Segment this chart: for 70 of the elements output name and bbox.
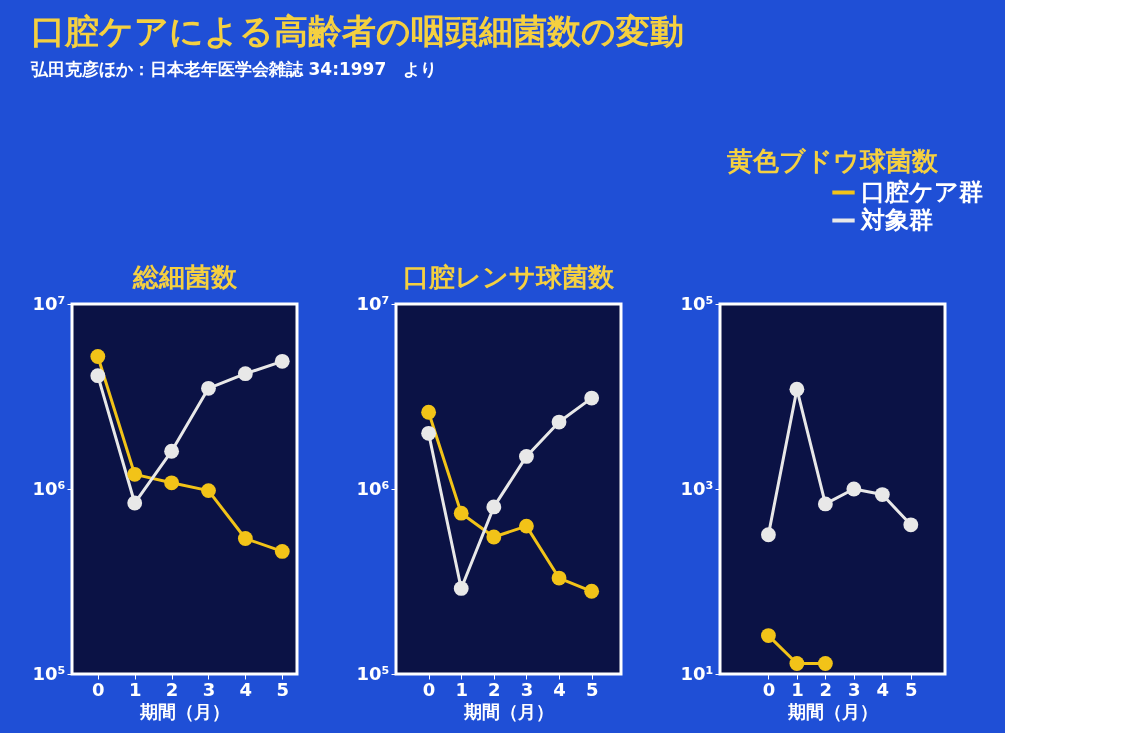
point	[127, 466, 143, 482]
x-tick-label: 3	[202, 678, 216, 700]
x-axis-title: 期間（月）	[787, 700, 878, 722]
chart-title: 黄色ブドウ球菌数	[726, 146, 939, 176]
point	[453, 505, 469, 521]
point	[421, 404, 437, 420]
point	[237, 531, 253, 546]
legend-label: 対象群	[860, 205, 933, 234]
x-tick-label: 3	[520, 678, 534, 700]
legend-label: 口腔ケア群	[861, 177, 983, 206]
point	[453, 581, 469, 596]
point	[274, 543, 290, 559]
x-axis-title: 期間（月）	[139, 700, 230, 722]
x-tick-label: 4	[876, 678, 890, 700]
point	[551, 570, 567, 586]
x-tick-label: 5	[585, 678, 599, 700]
point	[874, 487, 890, 502]
chart-title: 口腔レンサ球菌数	[403, 262, 615, 292]
y-tick-label: 10⁶	[356, 477, 390, 499]
point	[90, 368, 106, 384]
x-tick-label: 2	[488, 678, 501, 700]
point	[486, 499, 502, 515]
point	[903, 517, 919, 533]
point	[164, 443, 180, 459]
point	[421, 425, 437, 441]
point	[817, 656, 833, 671]
point	[761, 527, 776, 543]
x-tick-label: 1	[128, 678, 142, 700]
x-tick-label: 0	[762, 678, 776, 700]
point	[127, 495, 143, 511]
x-tick-label: 2	[165, 678, 179, 700]
x-axis-title: 期間（月）	[463, 700, 554, 722]
point	[789, 381, 805, 397]
point	[164, 475, 180, 491]
x-tick-label: 1	[791, 678, 804, 700]
point	[846, 481, 862, 497]
point	[201, 380, 216, 396]
x-tick-label: 0	[92, 678, 105, 700]
point	[789, 656, 805, 671]
point	[201, 483, 216, 499]
y-tick-label: 10⁵	[680, 292, 714, 314]
text: 弘田克彦ほか：日本老年医学会雑誌 34:1997 より	[29, 58, 438, 79]
x-tick-label: 4	[239, 678, 253, 700]
point	[274, 353, 290, 369]
x-tick-label: 5	[276, 678, 290, 700]
chart-title: 総細菌数	[131, 262, 238, 292]
point	[551, 414, 567, 430]
point	[761, 628, 776, 644]
x-tick-label: 1	[455, 678, 468, 700]
x-tick-label: 4	[553, 678, 566, 700]
point	[486, 529, 502, 545]
y-tick-label: 10⁵	[356, 662, 390, 684]
y-tick-label: 10⁵	[32, 662, 66, 684]
x-tick-label: 2	[819, 678, 833, 700]
y-tick-label: 10⁷	[32, 292, 66, 314]
y-tick-label: 10³	[680, 477, 714, 499]
point	[519, 518, 534, 534]
point	[584, 583, 600, 599]
y-tick-label: 10⁷	[356, 292, 390, 314]
point	[237, 366, 253, 382]
x-tick-label: 0	[422, 678, 436, 700]
point	[519, 449, 534, 464]
x-tick-label: 3	[848, 678, 861, 700]
point	[817, 496, 833, 512]
point	[584, 390, 600, 406]
y-tick-label: 10⁶	[32, 477, 66, 499]
y-tick-label: 10¹	[680, 662, 714, 684]
x-tick-label: 5	[905, 678, 918, 700]
point	[90, 349, 106, 364]
text: 口腔ケアによる高齢者の咽頭細菌数の変動	[30, 10, 684, 51]
